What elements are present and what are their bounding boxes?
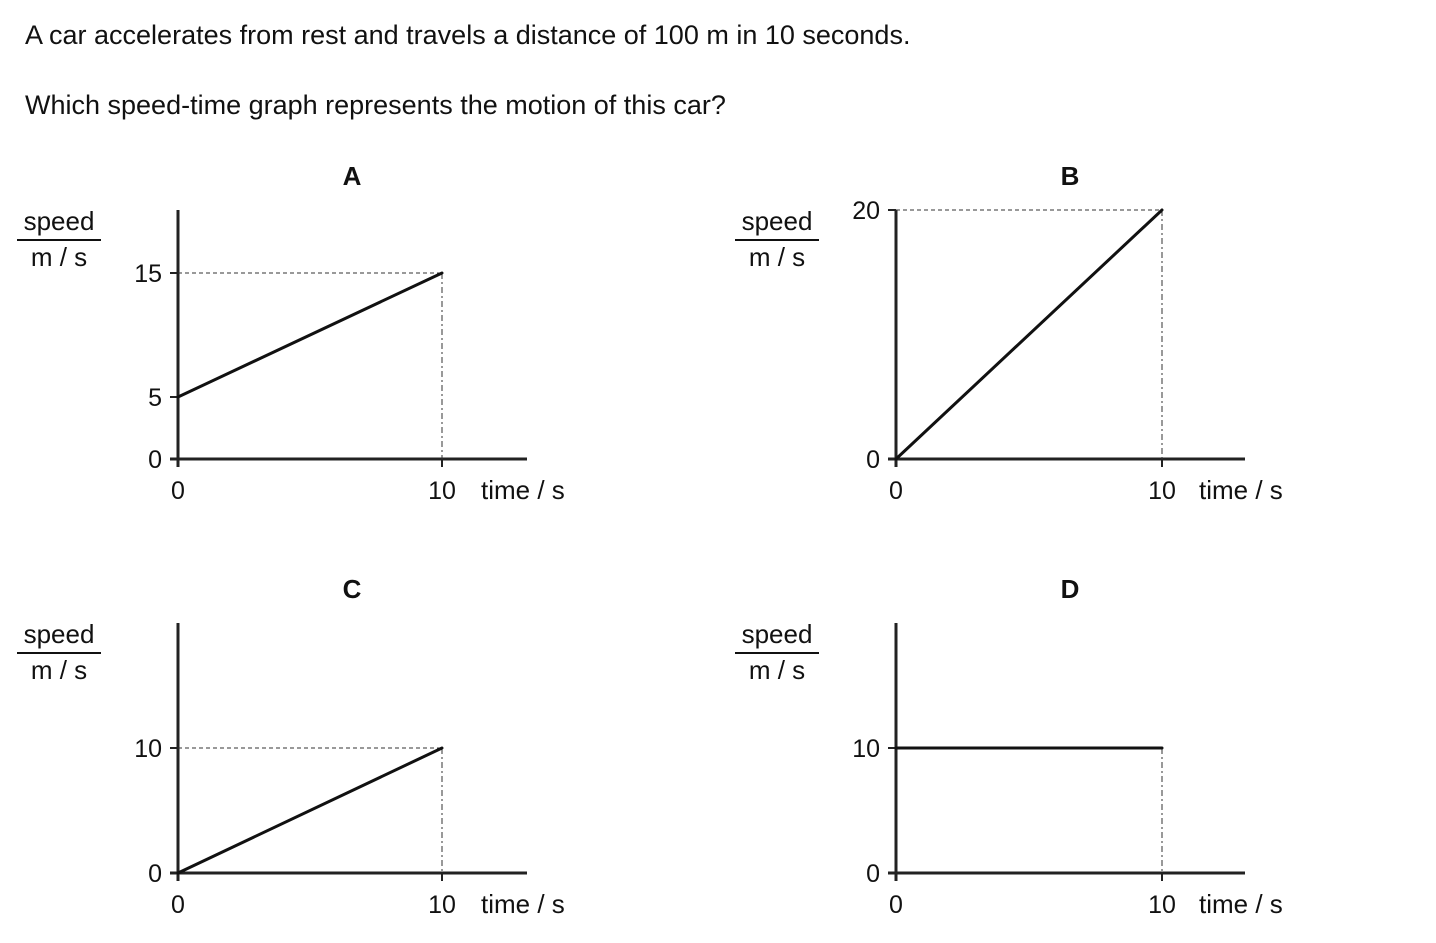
graph-a-y-unit-top: speed: [24, 206, 95, 236]
graph-c-y-unit-top: speed: [24, 619, 95, 649]
graph-d-y-tick-label: 0: [866, 860, 880, 888]
graph-a-speed-line: [176, 271, 444, 399]
graph-a-label: A: [343, 161, 362, 191]
graph-a-x-unit: time / s: [481, 475, 565, 505]
graph-b-x-tick-label: 10: [1148, 477, 1176, 505]
graph-d-x-tick-label: 0: [889, 891, 903, 919]
graph-c-x-unit: time / s: [481, 889, 565, 919]
graph-b-x-unit: time / s: [1199, 475, 1283, 505]
question-line-2: Which speed-time graph represents the mo…: [25, 90, 726, 120]
graph-b-y-tick-label: 20: [852, 197, 880, 225]
graph-d-x-tick-label: 10: [1148, 891, 1176, 919]
graph-a-x-tick-label: 10: [428, 477, 456, 505]
graph-b-y-unit-bottom: m / s: [749, 242, 805, 272]
graph-c-y-tick-label: 10: [134, 735, 162, 763]
graph-d-y-tick-label: 10: [852, 735, 880, 763]
question-line-1: A car accelerates from rest and travels …: [25, 20, 911, 50]
graph-b-label: B: [1061, 161, 1080, 191]
graph-c-label: C: [343, 574, 362, 604]
graph-b-speed-line: [894, 208, 1164, 461]
graph-c-x-tick-label: 10: [428, 891, 456, 919]
graph-d-x-unit: time / s: [1199, 889, 1283, 919]
graph-a-y-tick-label: 15: [134, 260, 162, 288]
graph-a-y-tick-label: 0: [148, 446, 162, 474]
graph-a-y-tick-label: 5: [148, 384, 162, 412]
graph-d-y-unit-top: speed: [742, 619, 813, 649]
graph-c-x-tick-label: 0: [171, 891, 185, 919]
graph-d-label: D: [1061, 574, 1080, 604]
graph-a-y-unit-bottom: m / s: [31, 242, 87, 272]
graph-c-speed-line: [176, 746, 444, 875]
graph-a-x-tick-label: 0: [171, 477, 185, 505]
graph-c-y-tick-label: 0: [148, 860, 162, 888]
graph-d-y-unit-bottom: m / s: [749, 655, 805, 685]
graph-c-y-unit-bottom: m / s: [31, 655, 87, 685]
graph-b-y-unit-top: speed: [742, 206, 813, 236]
graph-b-y-tick-label: 0: [866, 446, 880, 474]
graph-b-x-tick-label: 0: [889, 477, 903, 505]
